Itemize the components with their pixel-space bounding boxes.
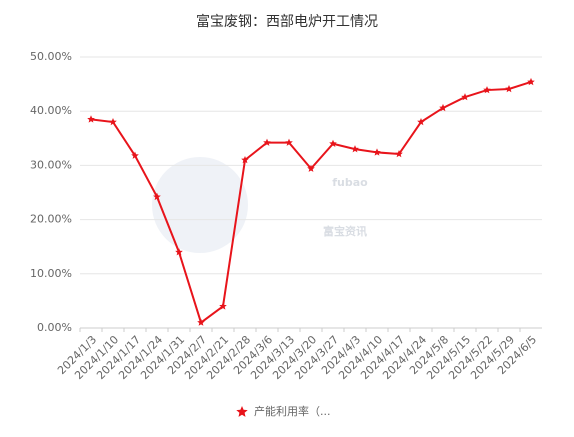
y-tick-label: 20.00% xyxy=(30,213,72,226)
point xyxy=(373,148,381,156)
point xyxy=(351,145,359,153)
y-tick-label: 30.00% xyxy=(30,158,72,171)
point xyxy=(219,302,227,310)
watermark-logo xyxy=(152,157,248,253)
point xyxy=(175,248,183,256)
point xyxy=(505,85,513,93)
point xyxy=(285,138,293,146)
watermark: fubao xyxy=(332,176,368,189)
point xyxy=(263,138,271,146)
point xyxy=(153,192,161,201)
point xyxy=(417,118,425,126)
y-tick-label: 10.00% xyxy=(30,267,72,280)
point xyxy=(131,151,139,159)
point xyxy=(483,86,491,94)
point xyxy=(241,156,249,164)
point xyxy=(461,93,469,101)
chart-title: 富宝废钢：西部电炉开工情况 xyxy=(196,13,378,30)
y-tick-label: 40.00% xyxy=(30,104,72,117)
point xyxy=(87,115,95,123)
point xyxy=(109,118,117,126)
y-tick-label: 0.00% xyxy=(37,321,72,334)
point xyxy=(395,150,403,158)
point xyxy=(439,103,447,112)
point xyxy=(197,318,205,326)
legend-marker xyxy=(236,406,248,417)
point xyxy=(527,77,535,86)
y-tick-label: 50.00% xyxy=(30,50,72,63)
point xyxy=(329,139,337,147)
point xyxy=(307,164,315,172)
legend-label: 产能利用率（... xyxy=(254,404,331,418)
watermark: 富宝资讯 xyxy=(323,224,367,238)
